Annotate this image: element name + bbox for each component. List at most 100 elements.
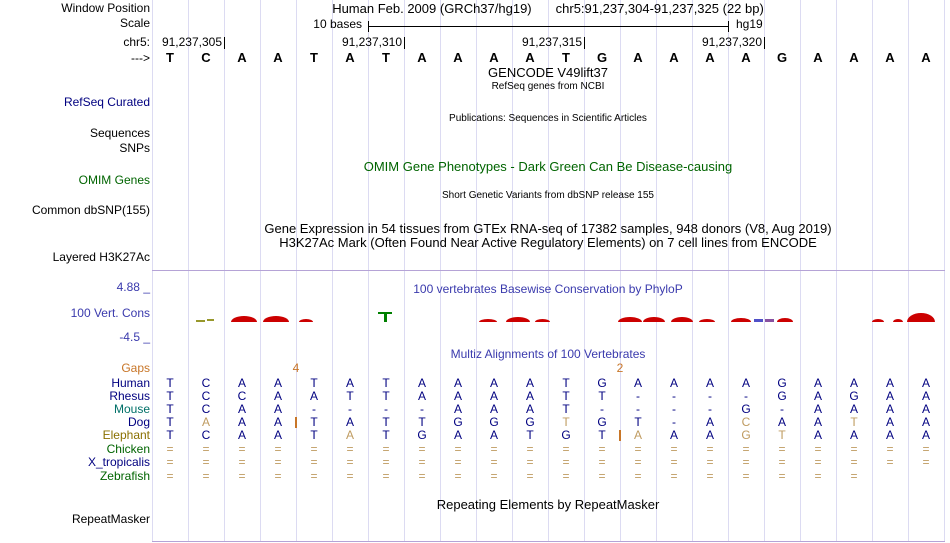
- alignment-base: -: [312, 402, 316, 416]
- conservation-mark: [765, 319, 774, 322]
- alignment-base: =: [598, 455, 606, 469]
- alignment-base: T: [166, 428, 174, 442]
- window-position-line: Human Feb. 2009 (GRCh37/hg19) chr5:91,237…: [152, 2, 944, 15]
- alignment-base: =: [238, 455, 246, 469]
- alignment-base: =: [346, 469, 354, 483]
- species-label-rhesus[interactable]: Rhesus: [109, 389, 150, 403]
- track-label-gaps[interactable]: Gaps: [121, 361, 150, 375]
- alignment-base: A: [525, 389, 534, 403]
- species-label-x-tropicalis[interactable]: X_tropicalis: [87, 455, 150, 469]
- coordinate-label: 91,237,310: [341, 35, 402, 49]
- track-title-multiz[interactable]: Multiz Alignments of 100 Vertebrates: [450, 347, 646, 361]
- alignment-base: A: [237, 428, 246, 442]
- alignment-base: =: [670, 442, 678, 456]
- alignment-base: =: [166, 455, 174, 469]
- alignment-base: =: [814, 455, 822, 469]
- alignment-base: G: [417, 428, 427, 442]
- alignment-base: =: [166, 469, 174, 483]
- track-title-gtex[interactable]: Gene Expression in 54 tissues from GTEx …: [264, 221, 832, 236]
- species-label-human[interactable]: Human: [111, 376, 150, 390]
- sequence-base: G: [596, 50, 608, 65]
- alignment-base: A: [201, 415, 210, 429]
- track-title-repeatmasker[interactable]: Repeating Elements by RepeatMasker: [436, 497, 660, 512]
- sequence-base: A: [345, 50, 355, 65]
- alignment-base: =: [814, 469, 822, 483]
- species-label-zebrafish[interactable]: Zebrafish: [99, 469, 150, 483]
- track-label-layered-h3k27ac[interactable]: Layered H3K27Ac: [52, 250, 150, 264]
- alignment-base: A: [921, 376, 930, 390]
- alignment-base: =: [526, 469, 534, 483]
- alignment-base: T: [310, 415, 318, 429]
- alignment-base: A: [525, 402, 534, 416]
- track-title-phylop[interactable]: 100 vertebrates Basewise Conservation by…: [413, 282, 683, 296]
- alignment-base: A: [417, 376, 426, 390]
- track-label-100-vert-cons[interactable]: 100 Vert. Cons: [70, 306, 150, 320]
- alignment-base: -: [636, 402, 640, 416]
- alignment-base: A: [345, 376, 354, 390]
- alignment-base: A: [813, 415, 822, 429]
- alignment-base: T: [526, 428, 534, 442]
- insertion-marker: [619, 430, 621, 441]
- track-label-sequences[interactable]: Sequences: [89, 126, 150, 140]
- alignment-base: T: [418, 415, 426, 429]
- track-title-gencode[interactable]: GENCODE V49lift37: [488, 65, 608, 80]
- alignment-base: T: [382, 389, 390, 403]
- conservation-mark: [535, 319, 550, 322]
- alignment-base: =: [526, 442, 534, 456]
- track-title-dbsnp[interactable]: Short Genetic Variants from dbSNP releas…: [442, 190, 654, 201]
- alignment-base: -: [384, 402, 388, 416]
- sequence-base: T: [562, 50, 570, 65]
- alignment-base: =: [346, 442, 354, 456]
- track-title-omim[interactable]: OMIM Gene Phenotypes - Dark Green Can Be…: [363, 159, 733, 174]
- alignment-base: A: [633, 376, 642, 390]
- alignment-base: T: [562, 376, 570, 390]
- alignment-base: C: [201, 402, 211, 416]
- track-title-publications[interactable]: Publications: Sequences in Scientific Ar…: [449, 113, 647, 124]
- alignment-base: T: [850, 415, 858, 429]
- species-label-mouse[interactable]: Mouse: [113, 402, 150, 416]
- alignment-base: =: [490, 442, 498, 456]
- conservation-mark: [731, 318, 751, 322]
- conservation-mark: [384, 312, 387, 322]
- alignment-base: =: [706, 442, 714, 456]
- track-subtitle-refseq[interactable]: RefSeq genes from NCBI: [491, 81, 605, 92]
- track-label-item: --->: [131, 51, 150, 65]
- sequence-base: A: [525, 50, 535, 65]
- species-label-chicken[interactable]: Chicken: [106, 442, 150, 456]
- species-label-elephant[interactable]: Elephant: [102, 428, 150, 442]
- alignment-base: =: [886, 442, 894, 456]
- sequence-base: A: [885, 50, 895, 65]
- alignment-base: A: [849, 376, 858, 390]
- track-title-h3k27ac[interactable]: H3K27Ac Mark (Often Found Near Active Re…: [279, 235, 817, 250]
- alignment-base: A: [273, 428, 282, 442]
- alignment-base: A: [705, 415, 714, 429]
- alignment-base: G: [525, 415, 535, 429]
- sequence-base: A: [705, 50, 715, 65]
- alignment-base: A: [237, 402, 246, 416]
- alignment-base: A: [237, 415, 246, 429]
- alignment-base: A: [885, 402, 894, 416]
- alignment-base: T: [562, 402, 570, 416]
- track-label-snps[interactable]: SNPs: [119, 141, 150, 155]
- track-label-repeatmasker[interactable]: RepeatMasker: [71, 512, 150, 526]
- track-label-omim-genes[interactable]: OMIM Genes: [78, 173, 150, 187]
- track-label-refseq-curated[interactable]: RefSeq Curated: [63, 95, 150, 109]
- sequence-base: A: [453, 50, 463, 65]
- gap-count: 4: [292, 361, 300, 375]
- alignment-base: =: [202, 455, 210, 469]
- alignment-base: =: [562, 442, 570, 456]
- sequence-base: A: [921, 50, 931, 65]
- alignment-base: G: [597, 415, 607, 429]
- alignment-base: G: [561, 428, 571, 442]
- alignment-base: =: [166, 442, 174, 456]
- alignment-base: A: [921, 415, 930, 429]
- species-label-dog[interactable]: Dog: [127, 415, 150, 429]
- alignment-base: A: [633, 428, 642, 442]
- alignment-base: A: [921, 428, 930, 442]
- alignment-base: T: [778, 428, 786, 442]
- alignment-base: =: [778, 455, 786, 469]
- alignment-base: =: [274, 469, 282, 483]
- alignment-base: A: [309, 389, 318, 403]
- track-label-common-dbsnp-155[interactable]: Common dbSNP(155): [31, 203, 150, 217]
- alignment-base: T: [382, 428, 390, 442]
